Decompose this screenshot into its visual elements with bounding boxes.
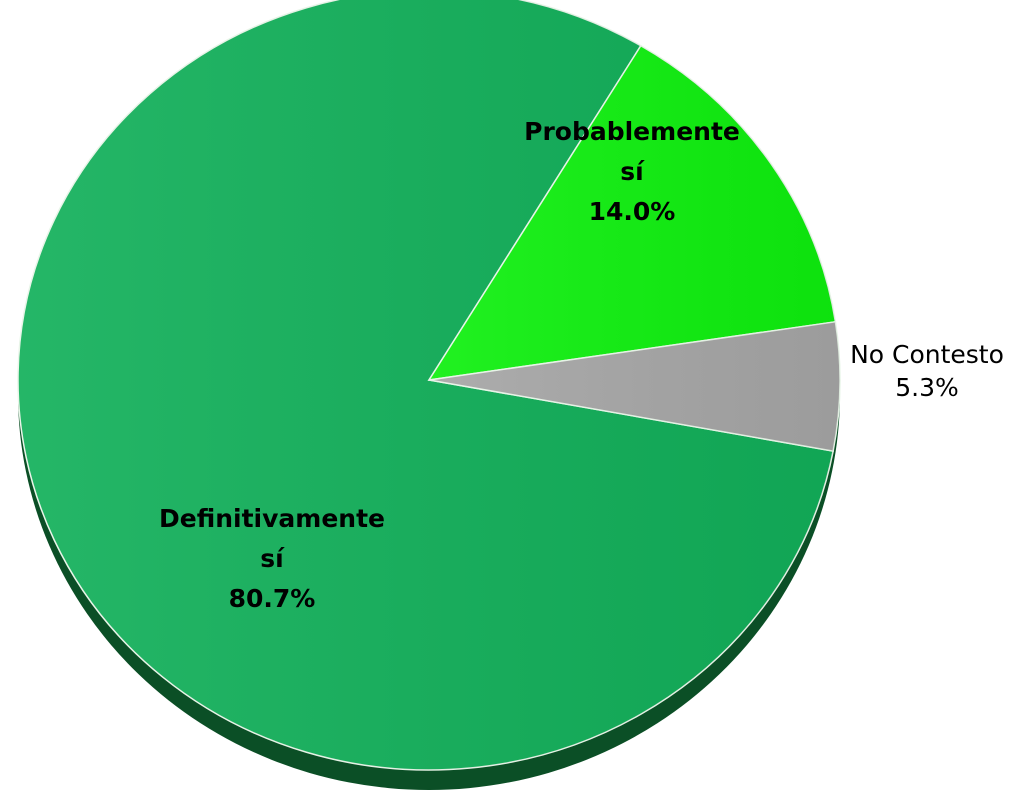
label-line: Probablemente [524, 117, 740, 146]
value-label: 80.7% [229, 584, 316, 613]
slice-label: No Contesto [850, 340, 1004, 369]
label-line: sí [620, 157, 645, 186]
value-label: 5.3% [895, 373, 959, 402]
slice-shade [18, 0, 834, 770]
slice-shade [429, 321, 840, 452]
slice-label: Probablemente sí [524, 117, 740, 186]
value-label: 14.0% [589, 197, 676, 226]
label-line: Definitivamente [159, 504, 385, 533]
slice-shade [429, 45, 836, 380]
label-line: sí [260, 544, 285, 573]
slice-label: Definitivamente sí [159, 504, 385, 573]
